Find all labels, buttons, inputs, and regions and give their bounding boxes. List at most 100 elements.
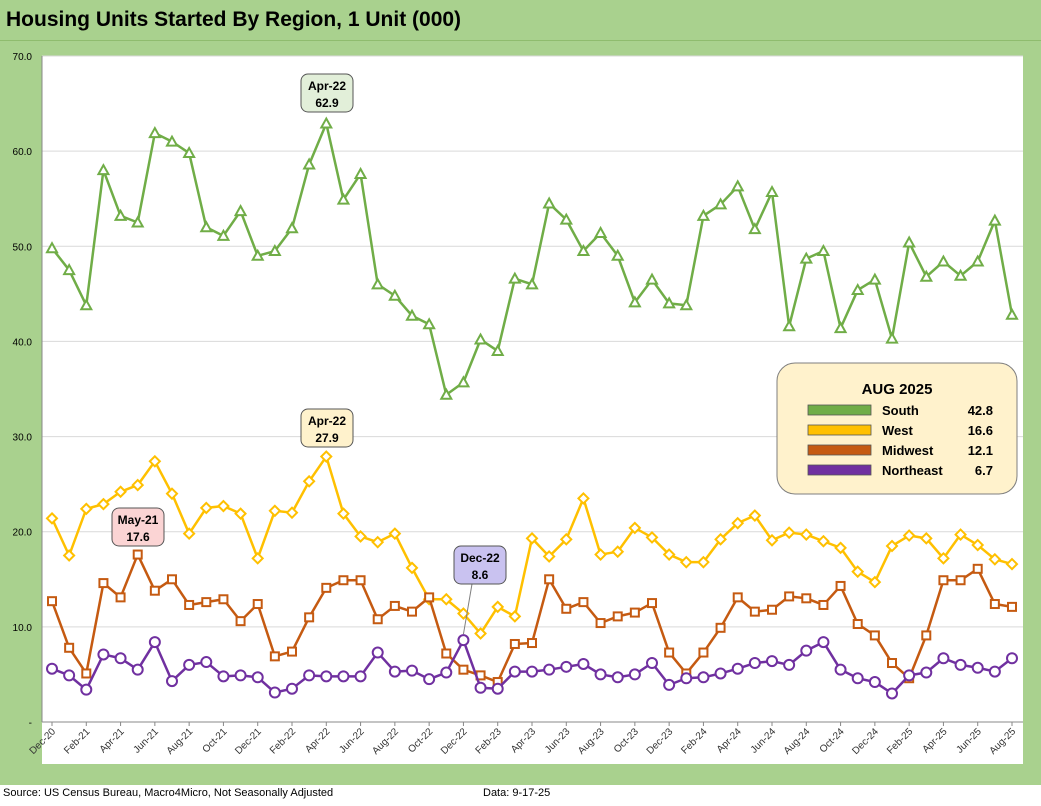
data-point-northeast: [183, 658, 196, 671]
data-point-midwest: [338, 575, 349, 586]
x-tick-label: Aug-21: [165, 726, 196, 757]
data-point-northeast: [320, 670, 333, 683]
data-point-south: [216, 228, 231, 241]
x-tick-label: Feb-21: [62, 726, 92, 756]
data-point-west: [1005, 557, 1019, 571]
annotation-value: 27.9: [315, 431, 339, 445]
data-point-west: [971, 538, 985, 552]
data-point-south: [696, 208, 711, 221]
data-point-midwest: [167, 574, 177, 585]
data-point-south: [285, 221, 299, 234]
data-point-west: [182, 527, 196, 541]
x-tick-label: Dec-21: [233, 726, 264, 757]
data-point-west: [319, 450, 333, 463]
data-point-northeast: [646, 657, 658, 670]
data-point-northeast: [508, 665, 521, 678]
data-point-south: [816, 243, 831, 257]
legend-title: AUG 2025: [862, 381, 933, 398]
data-point-west: [628, 521, 642, 535]
data-point-midwest: [749, 606, 760, 617]
data-point-west: [234, 507, 247, 521]
data-point-south: [645, 272, 659, 285]
data-point-northeast: [526, 665, 538, 678]
data-point-west: [165, 487, 179, 501]
data-point-midwest: [98, 578, 109, 589]
x-tick-label: Feb-24: [679, 726, 709, 756]
data-point-midwest: [647, 598, 657, 609]
data-point-midwest: [372, 614, 383, 625]
x-tick-label: Apr-21: [98, 726, 127, 755]
data-point-northeast: [371, 646, 384, 659]
data-date: Data: 9-17-25: [483, 787, 551, 799]
annotation-label: Dec-22: [460, 551, 500, 565]
legend-swatch-west: [807, 424, 872, 436]
data-point-northeast: [903, 669, 916, 682]
data-point-west: [371, 535, 385, 549]
data-point-northeast: [457, 634, 470, 647]
data-point-west: [662, 548, 676, 561]
data-point-west: [148, 454, 162, 468]
data-point-northeast: [834, 663, 847, 676]
data-point-west: [542, 550, 556, 563]
data-point-west: [731, 516, 745, 530]
x-tick-label: Jun-21: [132, 726, 162, 756]
source-note: Source: US Census Bureau, Macro4Micro, N…: [3, 787, 334, 799]
data-point-northeast: [97, 648, 110, 661]
data-point-northeast: [988, 665, 1001, 678]
data-point-northeast: [577, 657, 590, 670]
data-point-south: [988, 213, 1002, 226]
x-tick-label: Apr-25: [921, 726, 950, 755]
data-point-south: [268, 243, 282, 257]
data-point-south: [113, 208, 128, 221]
data-point-northeast: [80, 683, 93, 696]
data-point-northeast: [491, 682, 504, 695]
data-point-south: [748, 222, 762, 235]
annotation-label: May-21: [118, 513, 159, 527]
x-tick-label: Oct-22: [406, 726, 435, 755]
data-point-south: [456, 375, 471, 388]
data-point-west: [834, 541, 847, 555]
x-tick-label: Feb-22: [268, 726, 298, 756]
data-point-northeast: [868, 676, 881, 689]
data-point-south: [422, 317, 436, 330]
data-point-west: [131, 478, 145, 492]
x-tick-label: Jun-22: [337, 726, 367, 756]
data-point-midwest: [218, 594, 229, 605]
data-point-south: [919, 269, 933, 282]
data-point-midwest: [835, 580, 846, 591]
data-point-midwest: [938, 575, 949, 586]
data-point-south: [508, 271, 522, 284]
data-point-northeast: [851, 672, 864, 685]
data-point-northeast: [594, 668, 607, 681]
data-point-midwest: [64, 642, 75, 653]
data-point-northeast: [628, 668, 641, 681]
data-point-midwest: [767, 604, 777, 615]
data-point-south: [302, 157, 316, 170]
data-point-south: [148, 126, 162, 139]
data-point-west: [577, 492, 590, 505]
data-point-northeast: [148, 636, 161, 649]
x-tick-label: Apr-22: [303, 726, 332, 755]
series-line-south: [51, 122, 1014, 396]
data-point-midwest: [784, 591, 795, 602]
data-point-west: [62, 549, 76, 562]
data-point-south: [319, 116, 333, 129]
title-bar: Housing Units Started By Region, 1 Unit …: [0, 0, 1041, 41]
data-point-midwest: [509, 638, 520, 649]
data-point-west: [799, 528, 813, 541]
data-point-south: [251, 248, 265, 261]
data-point-west: [508, 609, 522, 623]
data-point-midwest: [578, 597, 589, 608]
y-tick-label: 60.0: [13, 147, 33, 158]
data-point-west: [337, 507, 350, 521]
data-point-west: [439, 592, 453, 606]
data-point-northeast: [748, 657, 761, 670]
data-point-west: [679, 555, 693, 569]
y-tick-label: 70.0: [13, 52, 33, 63]
data-point-south: [45, 241, 59, 254]
chart-title: Housing Units Started By Region, 1 Unit …: [6, 8, 462, 31]
data-point-south: [165, 134, 179, 147]
data-point-south: [182, 145, 196, 159]
data-point-northeast: [303, 669, 316, 682]
